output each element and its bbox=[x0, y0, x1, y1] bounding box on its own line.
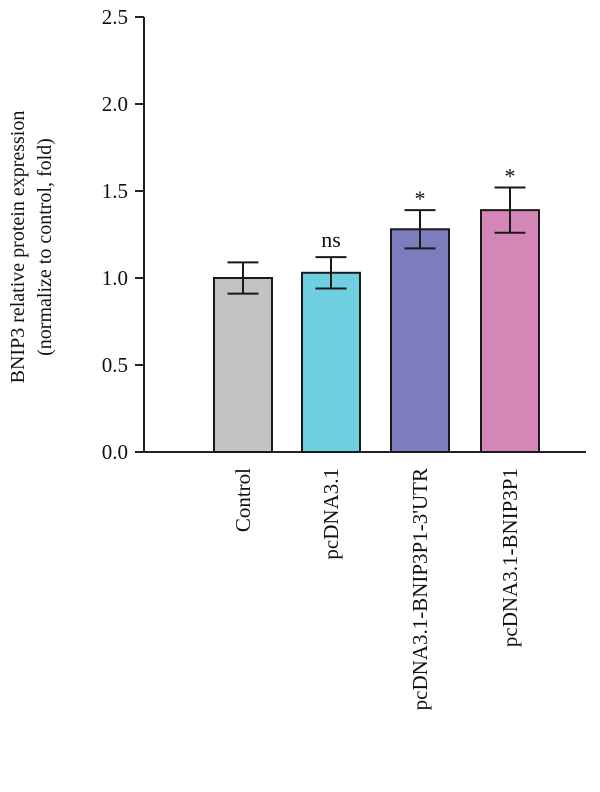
bar bbox=[301, 271, 361, 453]
y-tick-label: 2.0 bbox=[102, 92, 128, 116]
y-tick-label: 0.5 bbox=[102, 353, 128, 377]
error-bar bbox=[494, 186, 526, 234]
y-ticks: 0.0 0.5 1.0 1.5 2.0 2.5 bbox=[102, 5, 144, 464]
y-axis-title-line1: BNIP3 relative protein expression bbox=[7, 111, 29, 384]
error-bar bbox=[227, 261, 259, 295]
bar bbox=[390, 228, 450, 453]
error-bar bbox=[404, 209, 436, 250]
bars bbox=[213, 209, 540, 453]
y-tick-label: 1.0 bbox=[102, 266, 128, 290]
significance-label: * bbox=[415, 186, 426, 211]
y-tick-label: 0.0 bbox=[102, 440, 128, 464]
y-axis-title-line2: (normalize to control, fold) bbox=[34, 138, 56, 356]
x-tick-label: pcDNA3.1-BNIP3P1-3'UTR bbox=[408, 468, 432, 710]
x-tick-label: pcDNA3.1-BNIP3P1 bbox=[498, 468, 522, 647]
x-tick-label: Control bbox=[231, 468, 255, 532]
x-tick-label: pcDNA3.1 bbox=[319, 468, 343, 560]
bar bbox=[480, 209, 540, 453]
significance-label: * bbox=[505, 164, 516, 189]
bar bbox=[213, 277, 273, 453]
y-tick-label: 2.5 bbox=[102, 5, 128, 29]
annotations: ns * * bbox=[321, 164, 515, 253]
error-bar bbox=[315, 256, 347, 290]
y-tick-label: 1.5 bbox=[102, 179, 128, 203]
y-axis-title: BNIP3 relative protein expression (norma… bbox=[7, 111, 56, 384]
significance-label: ns bbox=[321, 227, 341, 252]
x-tick-labels: Control pcDNA3.1 pcDNA3.1-BNIP3P1-3'UTR pcD… bbox=[231, 468, 522, 711]
error-bars bbox=[227, 186, 526, 295]
